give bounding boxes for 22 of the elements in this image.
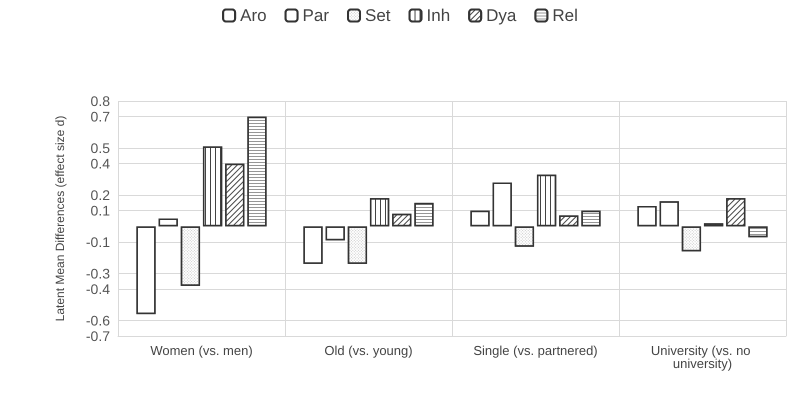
y-tick-label: -0.4	[86, 281, 110, 297]
legend-label: Aro	[240, 6, 267, 25]
y-tick-label: 0.1	[90, 202, 110, 219]
legend-label: Dya	[486, 6, 517, 25]
legend-label: Par	[302, 6, 330, 25]
y-tick-label: -0.1	[86, 234, 110, 250]
x-tick-label: University (vs. no university)	[650, 343, 754, 371]
y-tick-label: -0.7	[86, 328, 110, 344]
y-tick-label: 0.7	[90, 108, 110, 125]
y-tick-label: 0.4	[90, 156, 110, 172]
y-tick-label: -0.3	[86, 265, 110, 282]
y-tick-label: 0.5	[90, 140, 110, 156]
y-tick-label: -0.6	[86, 312, 110, 328]
x-tick-label: Women (vs. men)	[150, 343, 253, 358]
x-tick-label: Single (vs. partnered)	[473, 343, 598, 358]
legend-label: Set	[365, 6, 391, 25]
x-tick-label: Old (vs. young)	[324, 343, 413, 358]
y-tick-label: 0.2	[90, 187, 110, 203]
legend-label: Rel	[552, 6, 578, 25]
y-axis-title: Latent Mean Differences (effect size d)	[53, 116, 67, 322]
legend-label: Inh	[426, 6, 450, 25]
y-tick-label: 0.8	[90, 93, 110, 109]
